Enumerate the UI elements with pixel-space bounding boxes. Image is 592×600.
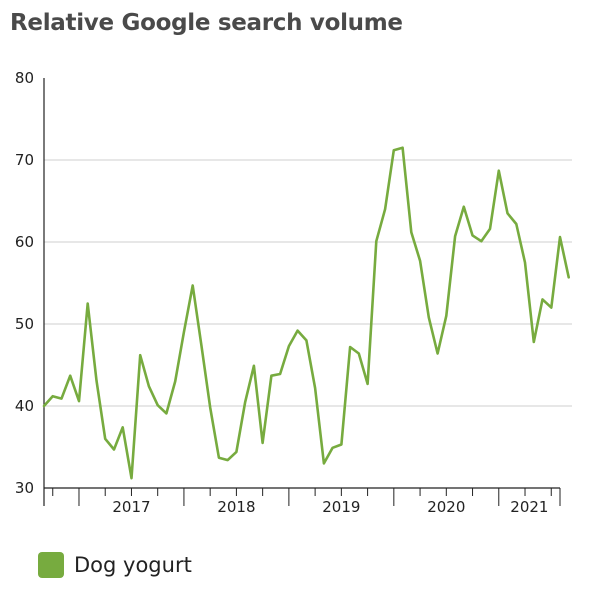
x-tick-label: 2017: [112, 498, 150, 516]
y-tick-label: 60: [15, 233, 34, 251]
y-tick-label: 40: [15, 397, 34, 415]
legend-label-dog-yogurt: Dog yogurt: [74, 553, 192, 577]
x-tick-label: 2019: [322, 498, 360, 516]
series-line-dog-yogurt: [42, 146, 571, 480]
y-tick-label: 80: [15, 69, 34, 87]
line-chart: 30 40 50 60 70 80 2017 2018 2019 2020 2021: [15, 69, 572, 516]
x-tick-label: 2021: [510, 498, 548, 516]
x-tick-label: 2020: [427, 498, 465, 516]
y-tick-label: 30: [15, 479, 34, 497]
y-tick-label: 50: [15, 315, 34, 333]
legend: Dog yogurt: [38, 552, 192, 578]
x-tick-label: 2018: [217, 498, 255, 516]
legend-swatch-dog-yogurt: [38, 552, 64, 578]
y-tick-label: 70: [15, 151, 34, 169]
chart-title: Relative Google search volume: [10, 10, 403, 36]
